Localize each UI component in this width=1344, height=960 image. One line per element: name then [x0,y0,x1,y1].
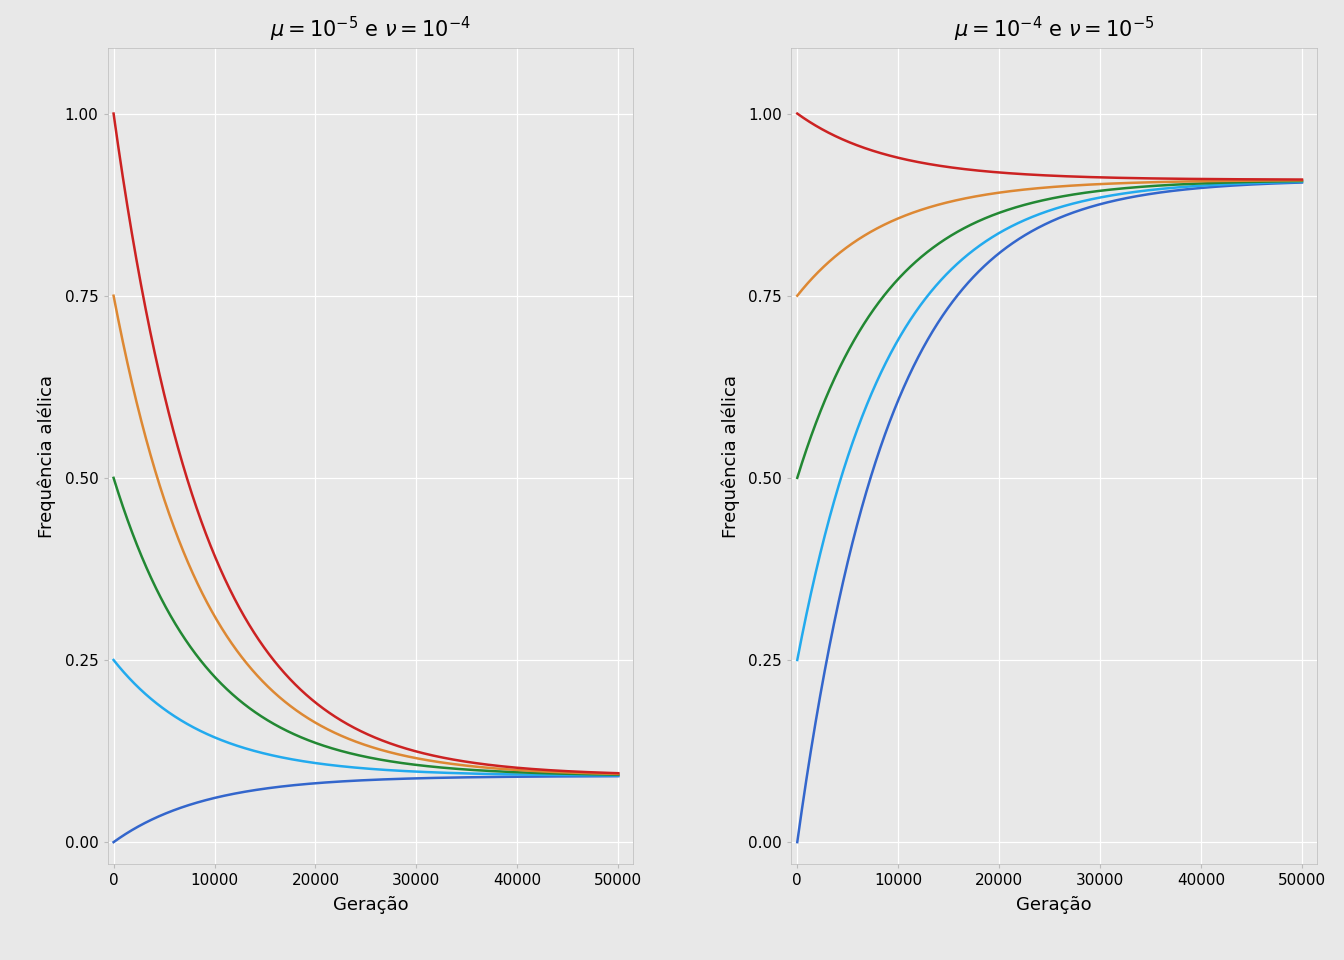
X-axis label: Geração: Geração [1016,897,1091,914]
Title: $\mu = 10^{-4}$ e $\nu = 10^{-5}$: $\mu = 10^{-4}$ e $\nu = 10^{-5}$ [954,14,1154,44]
Y-axis label: Frequência alélica: Frequência alélica [38,374,56,538]
Y-axis label: Frequência alélica: Frequência alélica [722,374,741,538]
X-axis label: Geração: Geração [333,897,409,914]
Title: $\mu = 10^{-5}$ e $\nu = 10^{-4}$: $\mu = 10^{-5}$ e $\nu = 10^{-4}$ [270,14,470,44]
